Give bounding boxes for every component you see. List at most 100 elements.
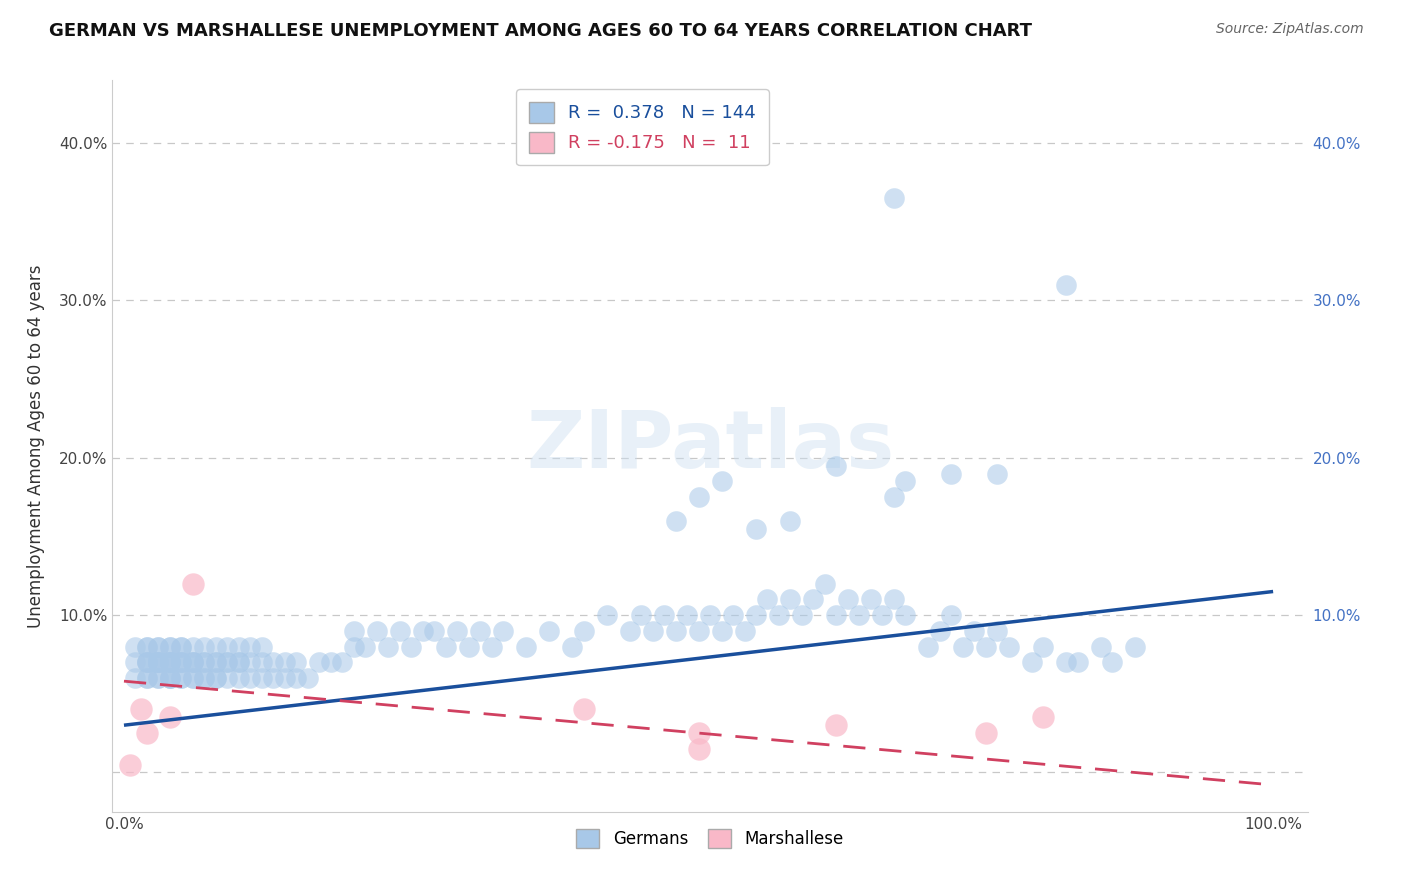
Point bbox=[228, 655, 250, 669]
Point bbox=[366, 624, 388, 638]
Point bbox=[561, 640, 583, 654]
Point bbox=[205, 671, 228, 685]
Point bbox=[228, 671, 250, 685]
Point bbox=[136, 655, 159, 669]
Point bbox=[699, 608, 721, 623]
Point bbox=[354, 640, 377, 654]
Point bbox=[837, 592, 859, 607]
Point bbox=[974, 726, 997, 740]
Point bbox=[825, 718, 848, 732]
Point bbox=[1067, 655, 1090, 669]
Point bbox=[572, 702, 595, 716]
Point bbox=[148, 655, 170, 669]
Point bbox=[343, 640, 366, 654]
Point bbox=[872, 608, 894, 623]
Point bbox=[446, 624, 468, 638]
Point bbox=[595, 608, 617, 623]
Point bbox=[181, 671, 204, 685]
Point bbox=[894, 608, 917, 623]
Point bbox=[779, 514, 801, 528]
Point bbox=[136, 655, 159, 669]
Point bbox=[986, 624, 1008, 638]
Point bbox=[129, 702, 152, 716]
Point bbox=[492, 624, 515, 638]
Text: GERMAN VS MARSHALLESE UNEMPLOYMENT AMONG AGES 60 TO 64 YEARS CORRELATION CHART: GERMAN VS MARSHALLESE UNEMPLOYMENT AMONG… bbox=[49, 22, 1032, 40]
Point bbox=[998, 640, 1021, 654]
Point bbox=[297, 671, 319, 685]
Point bbox=[159, 640, 181, 654]
Point bbox=[118, 757, 141, 772]
Point bbox=[181, 655, 204, 669]
Point bbox=[825, 458, 848, 473]
Point bbox=[159, 655, 181, 669]
Y-axis label: Unemployment Among Ages 60 to 64 years: Unemployment Among Ages 60 to 64 years bbox=[27, 264, 45, 628]
Point bbox=[148, 671, 170, 685]
Point bbox=[159, 671, 181, 685]
Point bbox=[170, 655, 193, 669]
Point bbox=[159, 671, 181, 685]
Point bbox=[159, 640, 181, 654]
Point bbox=[250, 655, 273, 669]
Point bbox=[745, 608, 768, 623]
Point bbox=[239, 640, 262, 654]
Point bbox=[181, 671, 204, 685]
Point bbox=[148, 655, 170, 669]
Point bbox=[124, 640, 146, 654]
Point bbox=[664, 624, 686, 638]
Point bbox=[894, 475, 917, 489]
Point bbox=[401, 640, 423, 654]
Point bbox=[181, 640, 204, 654]
Point bbox=[388, 624, 411, 638]
Point bbox=[1021, 655, 1043, 669]
Point bbox=[170, 655, 193, 669]
Point bbox=[250, 640, 273, 654]
Point bbox=[941, 467, 963, 481]
Point bbox=[1123, 640, 1146, 654]
Point bbox=[136, 640, 159, 654]
Point bbox=[710, 624, 733, 638]
Point bbox=[734, 624, 756, 638]
Point bbox=[148, 671, 170, 685]
Point bbox=[136, 655, 159, 669]
Point bbox=[193, 671, 215, 685]
Point bbox=[1054, 655, 1077, 669]
Point bbox=[688, 490, 710, 504]
Point bbox=[1101, 655, 1123, 669]
Point bbox=[136, 671, 159, 685]
Point bbox=[181, 576, 204, 591]
Point bbox=[330, 655, 353, 669]
Point bbox=[205, 655, 228, 669]
Point bbox=[434, 640, 457, 654]
Point bbox=[193, 640, 215, 654]
Point bbox=[1032, 710, 1054, 724]
Point bbox=[250, 671, 273, 685]
Point bbox=[136, 671, 159, 685]
Point bbox=[664, 514, 686, 528]
Point bbox=[652, 608, 675, 623]
Point bbox=[159, 655, 181, 669]
Point bbox=[124, 655, 146, 669]
Point bbox=[688, 624, 710, 638]
Point bbox=[308, 655, 330, 669]
Point bbox=[963, 624, 986, 638]
Point bbox=[217, 655, 239, 669]
Point bbox=[343, 624, 366, 638]
Point bbox=[630, 608, 652, 623]
Point bbox=[136, 640, 159, 654]
Point bbox=[1054, 277, 1077, 292]
Point bbox=[756, 592, 779, 607]
Point bbox=[148, 655, 170, 669]
Point bbox=[285, 671, 308, 685]
Point bbox=[205, 655, 228, 669]
Point bbox=[745, 522, 768, 536]
Point bbox=[193, 671, 215, 685]
Point bbox=[803, 592, 825, 607]
Point bbox=[779, 592, 801, 607]
Point bbox=[883, 592, 905, 607]
Point bbox=[262, 655, 284, 669]
Point bbox=[710, 475, 733, 489]
Point bbox=[619, 624, 641, 638]
Point bbox=[217, 671, 239, 685]
Point bbox=[159, 671, 181, 685]
Text: Source: ZipAtlas.com: Source: ZipAtlas.com bbox=[1216, 22, 1364, 37]
